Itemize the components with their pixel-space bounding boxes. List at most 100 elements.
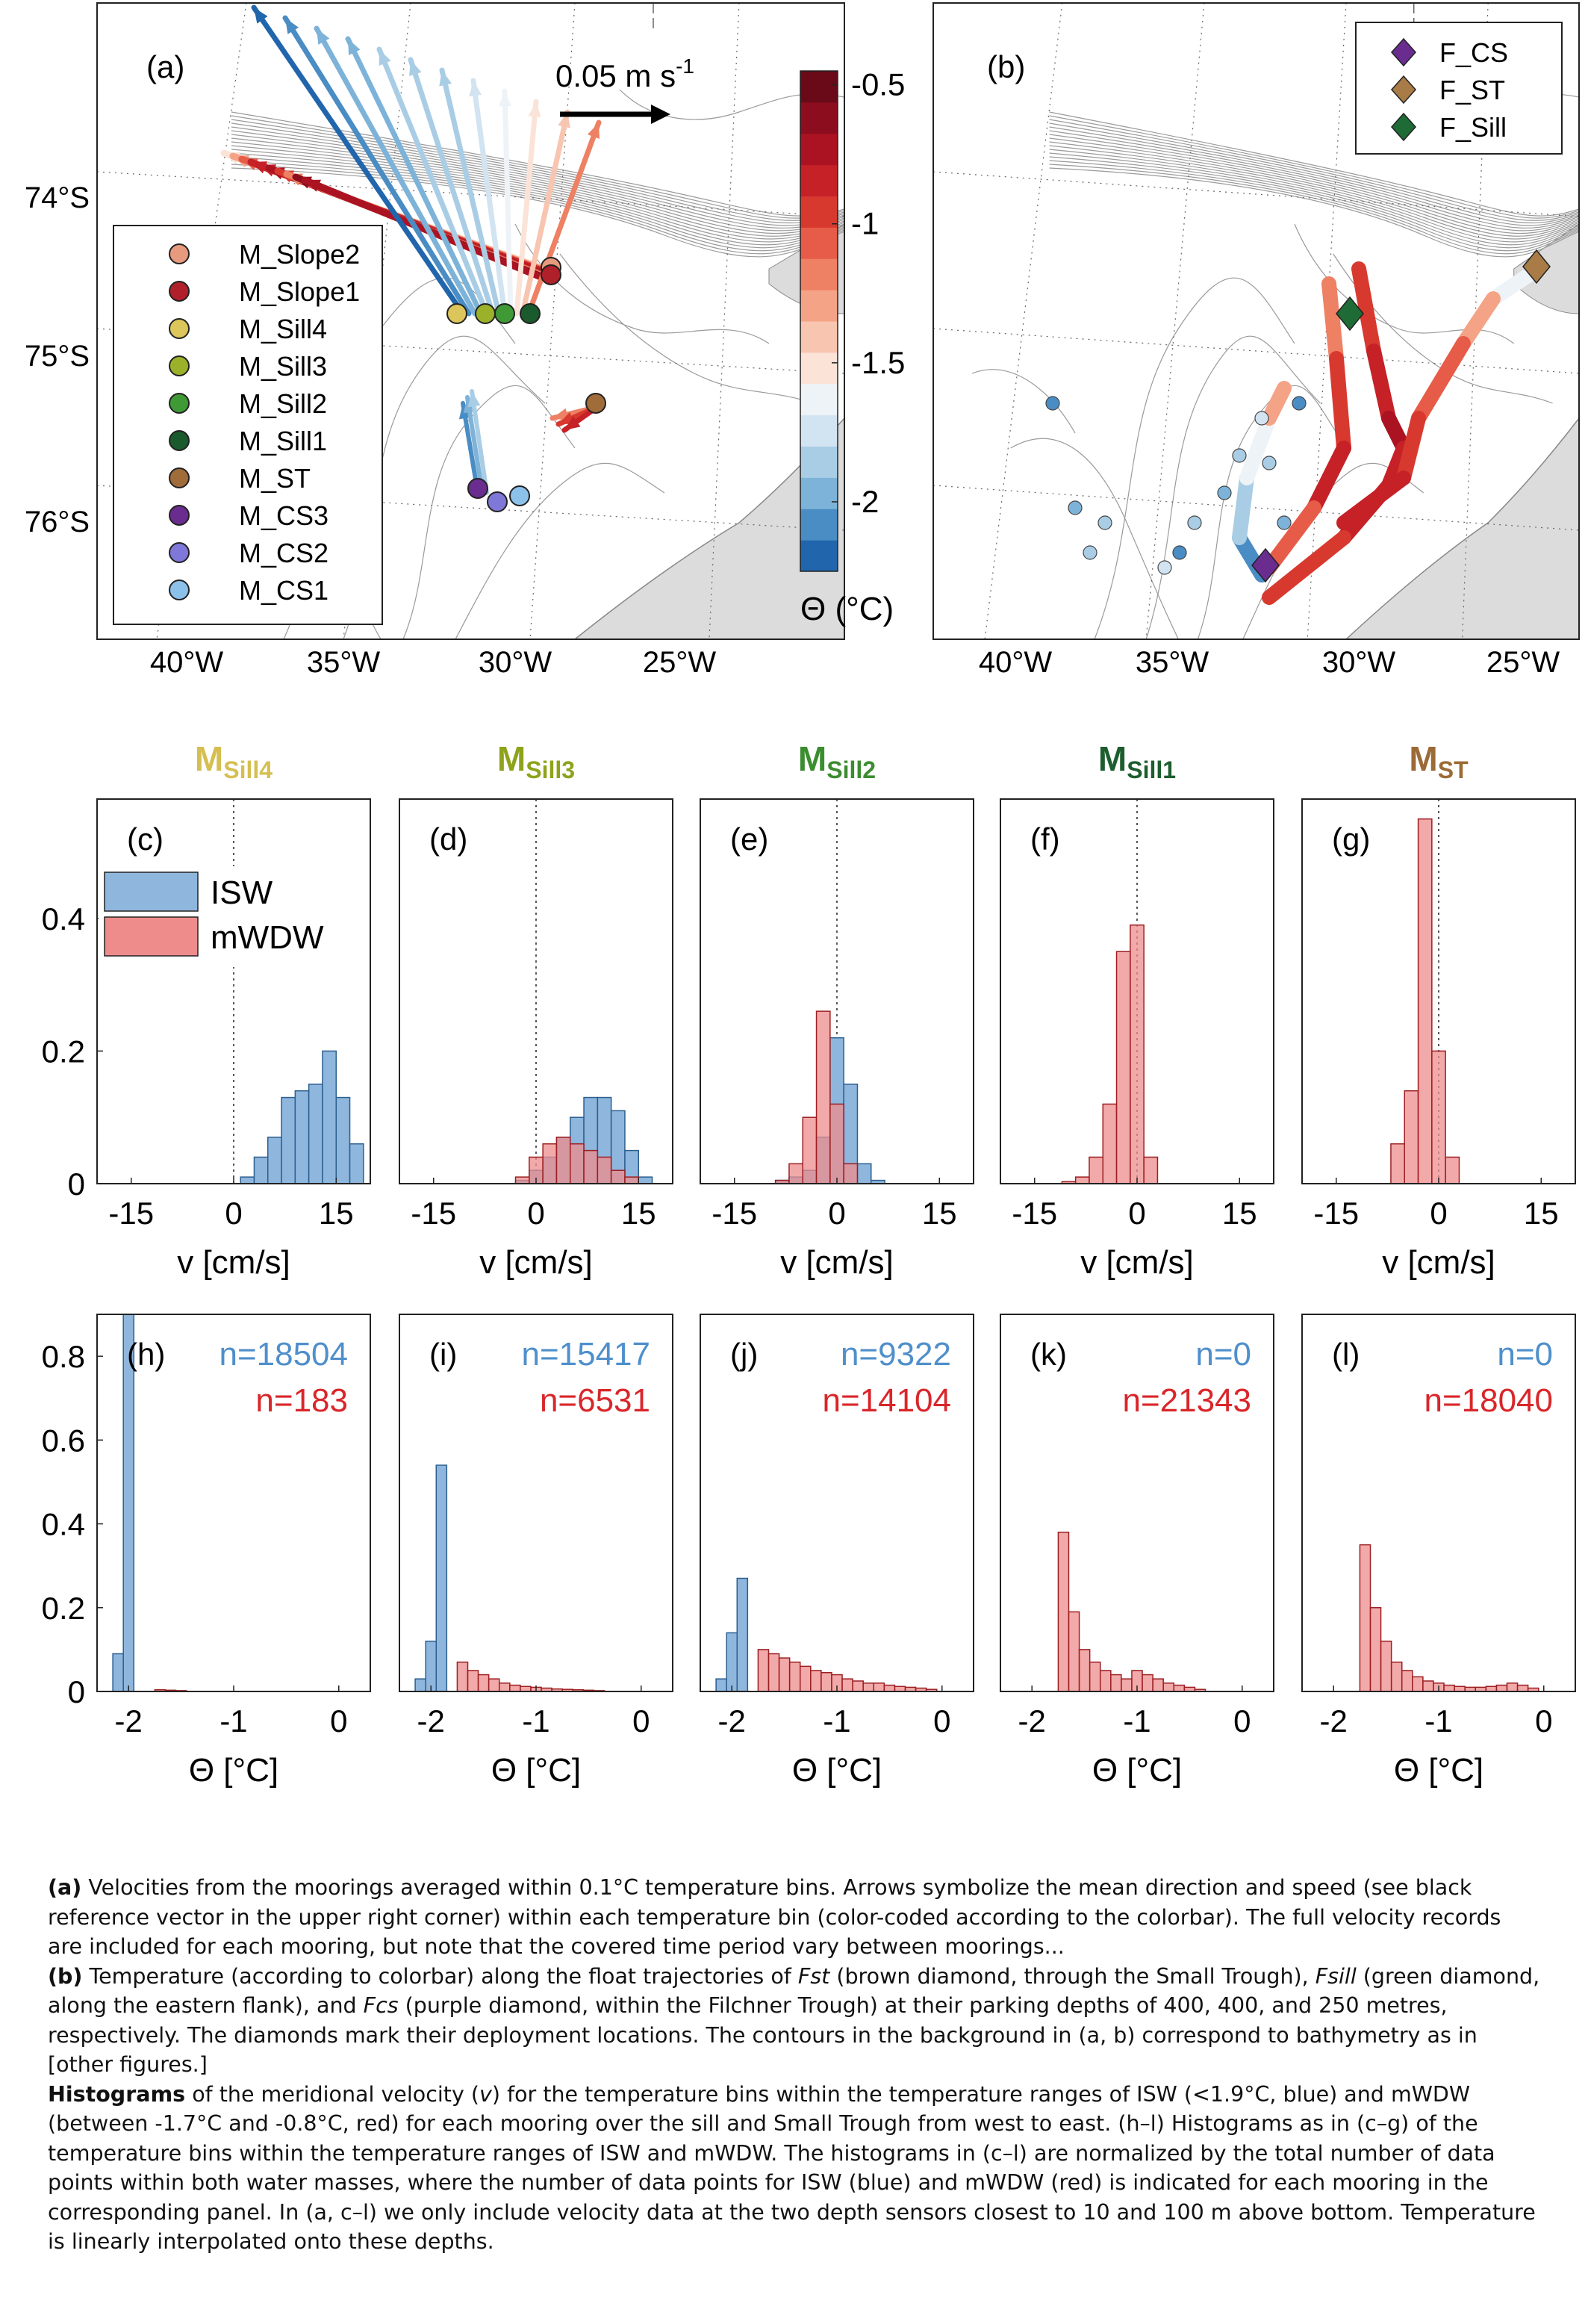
panel-title: MSill2 [798, 739, 876, 783]
float-obs-point [1187, 515, 1202, 530]
mwdw-bar [583, 1149, 599, 1184]
float-track-st [1336, 470, 1411, 530]
mwdw-bar [1412, 1676, 1424, 1692]
contour-line [1049, 167, 1579, 258]
legend-label: F_Sill [1439, 112, 1507, 143]
latitude-line [933, 171, 1579, 217]
x-axis-label: v [cm/s] [1382, 1244, 1495, 1281]
map-panel-a: (a) 0.05 m s-1 M_Slope2M_Slope1M_Sill4M_… [96, 2, 845, 640]
contour-line [231, 145, 844, 240]
isw-bar [414, 1678, 426, 1692]
isw-bar [240, 1176, 255, 1184]
contour-line [1049, 149, 1579, 243]
y-tick-label: 0.4 [42, 901, 85, 936]
float-track-cs [1239, 411, 1277, 485]
x-tick-label: -1 [1424, 1703, 1452, 1739]
map-a-tick-labels: 74°S 75°S 76°S 40°W 35°W 30°W 25°W [25, 181, 717, 679]
legend-label: M_CS3 [239, 500, 329, 531]
float-obs-point [1292, 396, 1307, 411]
reference-vector: 0.05 m s-1 [555, 55, 694, 124]
lon-tick-label: 40°W [150, 646, 223, 679]
mooring-marker-m-sill4 [446, 303, 467, 324]
y-tick-label: 0.8 [42, 1339, 85, 1374]
contour-line [231, 137, 844, 234]
mwdw-bar [1068, 1611, 1080, 1692]
contour-line [1049, 145, 1579, 240]
lon-tick-label: 30°W [479, 646, 552, 679]
mwdw-bar [810, 1670, 822, 1692]
mwdw-bar [1359, 1544, 1371, 1692]
mwdw-bar [1078, 1649, 1091, 1692]
mwdw-bar [767, 1653, 780, 1692]
panel-label: (i) [429, 1337, 457, 1372]
x-tick-label: 15 [319, 1196, 354, 1231]
lat-tick-label: 75°S [25, 340, 90, 373]
panel-label: (e) [730, 821, 768, 857]
x-tick-label: 0 [933, 1703, 950, 1739]
velocity-arrow [439, 67, 502, 317]
mwdw-bar [570, 1143, 585, 1184]
x-tick-label: -2 [1018, 1703, 1046, 1739]
mwdw-bar [1417, 818, 1433, 1184]
velocity-arrow-head [285, 18, 299, 34]
contour-line [1049, 126, 1579, 226]
x-tick-label: -15 [1012, 1196, 1057, 1231]
lon-tick-label: 30°W [1322, 646, 1395, 679]
caption-histograms: Histograms of the meridional velocity (v… [48, 2080, 1541, 2257]
mooring-marker-m-st [585, 393, 606, 414]
mwdw-bar [788, 1163, 803, 1184]
mwdw-bar [1485, 1685, 1498, 1692]
contour-line [1049, 137, 1579, 234]
velocity-arrow [345, 36, 484, 317]
histogram-c: -15 0 15 0 0.2 0.4 v [cm/s] (c) MSill4 [42, 739, 371, 1281]
mooring-legend: M_Slope2 M_Slope1 M_Sill4 M_Sill3 M_Sill2 M_S… [113, 225, 383, 625]
mwdw-bar [456, 1661, 469, 1692]
mwdw-bar [542, 1143, 558, 1184]
float-obs-point [1097, 515, 1112, 530]
x-tick-label: -15 [712, 1196, 757, 1231]
mwdw-bar [788, 1661, 801, 1692]
velocity-arrow-head [379, 49, 391, 66]
mwdw-bar [1454, 1685, 1466, 1692]
panel-label-a: (a) [146, 49, 184, 84]
histogram-legend: ISW mWDW [99, 866, 352, 967]
x-tick-label: -2 [417, 1703, 445, 1739]
mwdw-bar [1102, 1103, 1118, 1184]
x-axis-label: Θ [°C] [189, 1752, 278, 1789]
histogram-g: -15 0 15 v [cm/s] (g) MST [1301, 739, 1576, 1281]
lon-tick-label: 25°W [643, 646, 716, 679]
circle-marker-icon [169, 281, 190, 302]
x-tick-label: -2 [115, 1703, 143, 1739]
x-axis-label: Θ [°C] [1394, 1752, 1483, 1789]
legend-label: M_Sill1 [239, 426, 327, 456]
colorbar-segment [800, 164, 838, 196]
y-tick-label: 0.2 [42, 1034, 85, 1069]
isw-bar [736, 1577, 749, 1692]
panel-label: (c) [127, 821, 164, 857]
legend-swatch-icon [104, 872, 199, 912]
caption-h-label: Histograms [48, 2081, 186, 2107]
mwdw-bar [610, 1169, 626, 1184]
velocity-arrow [520, 109, 570, 317]
float-track-st [1456, 291, 1501, 351]
diamond-marker-icon [1390, 37, 1417, 67]
legend-label: M_CS1 [239, 575, 329, 606]
velocity-arrow-head [564, 416, 581, 430]
contour-line [231, 115, 844, 219]
mwdw-bar [1074, 1176, 1090, 1184]
n-mwdw-count: n=18040 [1424, 1382, 1553, 1419]
mwdw-bar [1121, 1678, 1133, 1692]
x-axis-label: v [cm/s] [780, 1244, 894, 1281]
caption-fst: Fst [797, 1963, 830, 1989]
mwdw-bar [1422, 1680, 1434, 1692]
velocity-arrow-head [317, 28, 330, 45]
mwdw-bar [841, 1678, 853, 1692]
velocity-arrow-head [467, 391, 481, 408]
latitude-line [933, 485, 1579, 531]
contour-line [231, 134, 844, 232]
isw-bar [726, 1632, 738, 1692]
mwdw-bar [799, 1665, 812, 1692]
velocity-arrow [465, 395, 485, 495]
panel-title: MSill3 [497, 739, 575, 783]
mwdw-bar [509, 1684, 521, 1692]
